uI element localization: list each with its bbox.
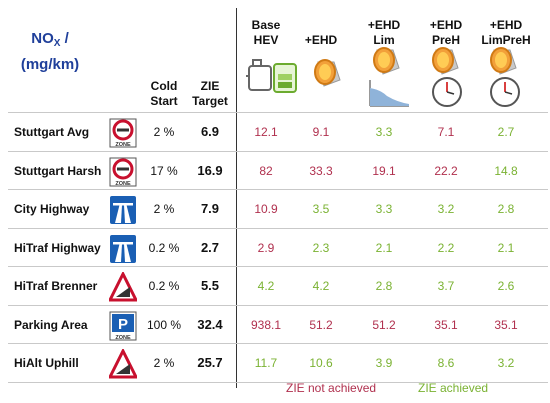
row-divider bbox=[8, 343, 548, 344]
nox-value-cell: 35.1 bbox=[494, 317, 518, 332]
engine-battery-icon bbox=[246, 59, 297, 93]
nox-value-cell: 3.3 bbox=[375, 202, 393, 216]
column-header-3: +EHD PreH bbox=[429, 18, 463, 47]
nox-value-cell: 4.2 bbox=[257, 279, 275, 293]
incline-sign-icon bbox=[109, 349, 137, 379]
catalyst-limit-curve-icon bbox=[369, 47, 409, 107]
nox-value-cell: 4.2 bbox=[312, 279, 330, 293]
nox-value-cell: 82 bbox=[259, 163, 273, 178]
row-divider bbox=[8, 381, 548, 383]
zie-target-value: 5.5 bbox=[200, 278, 220, 293]
column-separator bbox=[236, 8, 237, 388]
zie-target-value: 6.9 bbox=[200, 124, 220, 139]
zie-target-header: ZIE Target bbox=[192, 79, 228, 108]
column-header-2: +EHD Lim bbox=[367, 18, 401, 47]
parking-zone-sign-icon: P ZONE bbox=[109, 311, 137, 341]
row-divider bbox=[8, 304, 548, 306]
column-header-1: +EHD bbox=[304, 33, 338, 47]
nox-value-cell: 2.7 bbox=[497, 125, 515, 139]
cold-start-value: 2 % bbox=[153, 356, 175, 370]
column-header-0: Base HEV bbox=[251, 18, 281, 47]
sign-zone-text: ZONE bbox=[115, 335, 131, 341]
column-header-4: +EHD LimPreH bbox=[481, 18, 531, 47]
zie-target-value: 32.4 bbox=[197, 316, 223, 332]
row-label: HiTraf Highway bbox=[14, 240, 101, 255]
row-divider bbox=[8, 227, 548, 229]
nox-value-cell: 2.8 bbox=[497, 202, 515, 216]
nox-value-cell: 938.1 bbox=[250, 317, 282, 332]
sign-zone-text: ZONE bbox=[115, 181, 131, 187]
nox-value-cell: 3.2 bbox=[437, 202, 455, 216]
nox-value-cell: 35.1 bbox=[434, 317, 458, 332]
row-label: Stuttgart Avg bbox=[14, 125, 90, 139]
table-title: NOX / (mg/km) bbox=[20, 30, 80, 73]
zie-target-value: 7.9 bbox=[200, 201, 220, 216]
nox-value-cell: 12.1 bbox=[254, 125, 278, 139]
zie-target-value: 2.7 bbox=[200, 239, 220, 255]
nox-value-cell: 2.9 bbox=[257, 240, 275, 255]
highway-sign-icon bbox=[110, 196, 136, 224]
zie-target-value: 25.7 bbox=[197, 355, 223, 370]
cold-start-header: Cold Start bbox=[150, 79, 178, 108]
parking-letter: P bbox=[118, 316, 128, 333]
row-divider bbox=[8, 150, 548, 152]
row-label: City Highway bbox=[14, 202, 90, 216]
nox-value-cell: 2.8 bbox=[375, 279, 393, 293]
catalyst-clock-icon bbox=[432, 47, 462, 107]
nox-value-cell: 2.2 bbox=[437, 240, 455, 255]
row-divider bbox=[8, 112, 548, 113]
row-label: Parking Area bbox=[14, 317, 88, 332]
cold-start-value: 0.2 % bbox=[148, 279, 180, 293]
nox-value-cell: 14.8 bbox=[494, 163, 518, 178]
zone-sign-icon: ZONE bbox=[109, 118, 137, 148]
nox-value-cell: 2.1 bbox=[375, 240, 393, 255]
nox-value-cell: 7.1 bbox=[437, 125, 455, 139]
catalyst-clock-icon bbox=[490, 47, 520, 107]
legend-achieved: ZIE achieved bbox=[418, 381, 489, 395]
cold-start-value: 0.2 % bbox=[148, 240, 180, 255]
zie-target-value: 16.9 bbox=[197, 162, 223, 178]
nox-value-cell: 9.1 bbox=[312, 125, 330, 139]
nox-value-cell: 19.1 bbox=[372, 163, 396, 178]
nox-value-cell: 22.2 bbox=[434, 163, 458, 178]
nox-value-cell: 3.3 bbox=[375, 125, 393, 139]
cold-start-value: 17 % bbox=[150, 163, 178, 178]
legend-not-achieved: ZIE not achieved bbox=[286, 381, 377, 395]
row-label: HiAlt Uphill bbox=[14, 356, 79, 370]
nox-value-cell: 10.9 bbox=[254, 202, 278, 216]
nox-value-cell: 3.7 bbox=[437, 279, 455, 293]
nox-value-cell: 10.6 bbox=[309, 356, 333, 370]
nox-value-cell: 33.3 bbox=[309, 163, 333, 178]
row-divider bbox=[8, 189, 548, 190]
highway-sign-icon bbox=[110, 234, 136, 263]
cold-start-value: 2 % bbox=[153, 202, 175, 216]
nox-value-cell: 2.6 bbox=[497, 279, 515, 293]
nox-value-cell: 3.2 bbox=[497, 356, 515, 370]
zone-sign-icon: ZONE bbox=[109, 157, 137, 187]
nox-value-cell: 3.5 bbox=[312, 202, 330, 216]
cold-start-value: 2 % bbox=[153, 125, 175, 139]
incline-sign-icon bbox=[109, 272, 137, 302]
nox-value-cell: 3.9 bbox=[375, 356, 393, 370]
row-label: HiTraf Brenner bbox=[14, 279, 98, 293]
cold-start-value: 100 % bbox=[146, 317, 182, 332]
nox-value-cell: 51.2 bbox=[309, 317, 333, 332]
nox-value-cell: 11.7 bbox=[254, 356, 278, 370]
catalyst-icon bbox=[314, 59, 341, 87]
sign-zone-text: ZONE bbox=[115, 142, 131, 148]
nox-value-cell: 51.2 bbox=[372, 317, 396, 332]
row-divider bbox=[8, 266, 548, 267]
nox-value-cell: 8.6 bbox=[437, 356, 455, 370]
nox-value-cell: 2.1 bbox=[497, 240, 515, 255]
row-label: Stuttgart Harsh bbox=[14, 163, 102, 178]
nox-value-cell: 2.3 bbox=[312, 240, 330, 255]
